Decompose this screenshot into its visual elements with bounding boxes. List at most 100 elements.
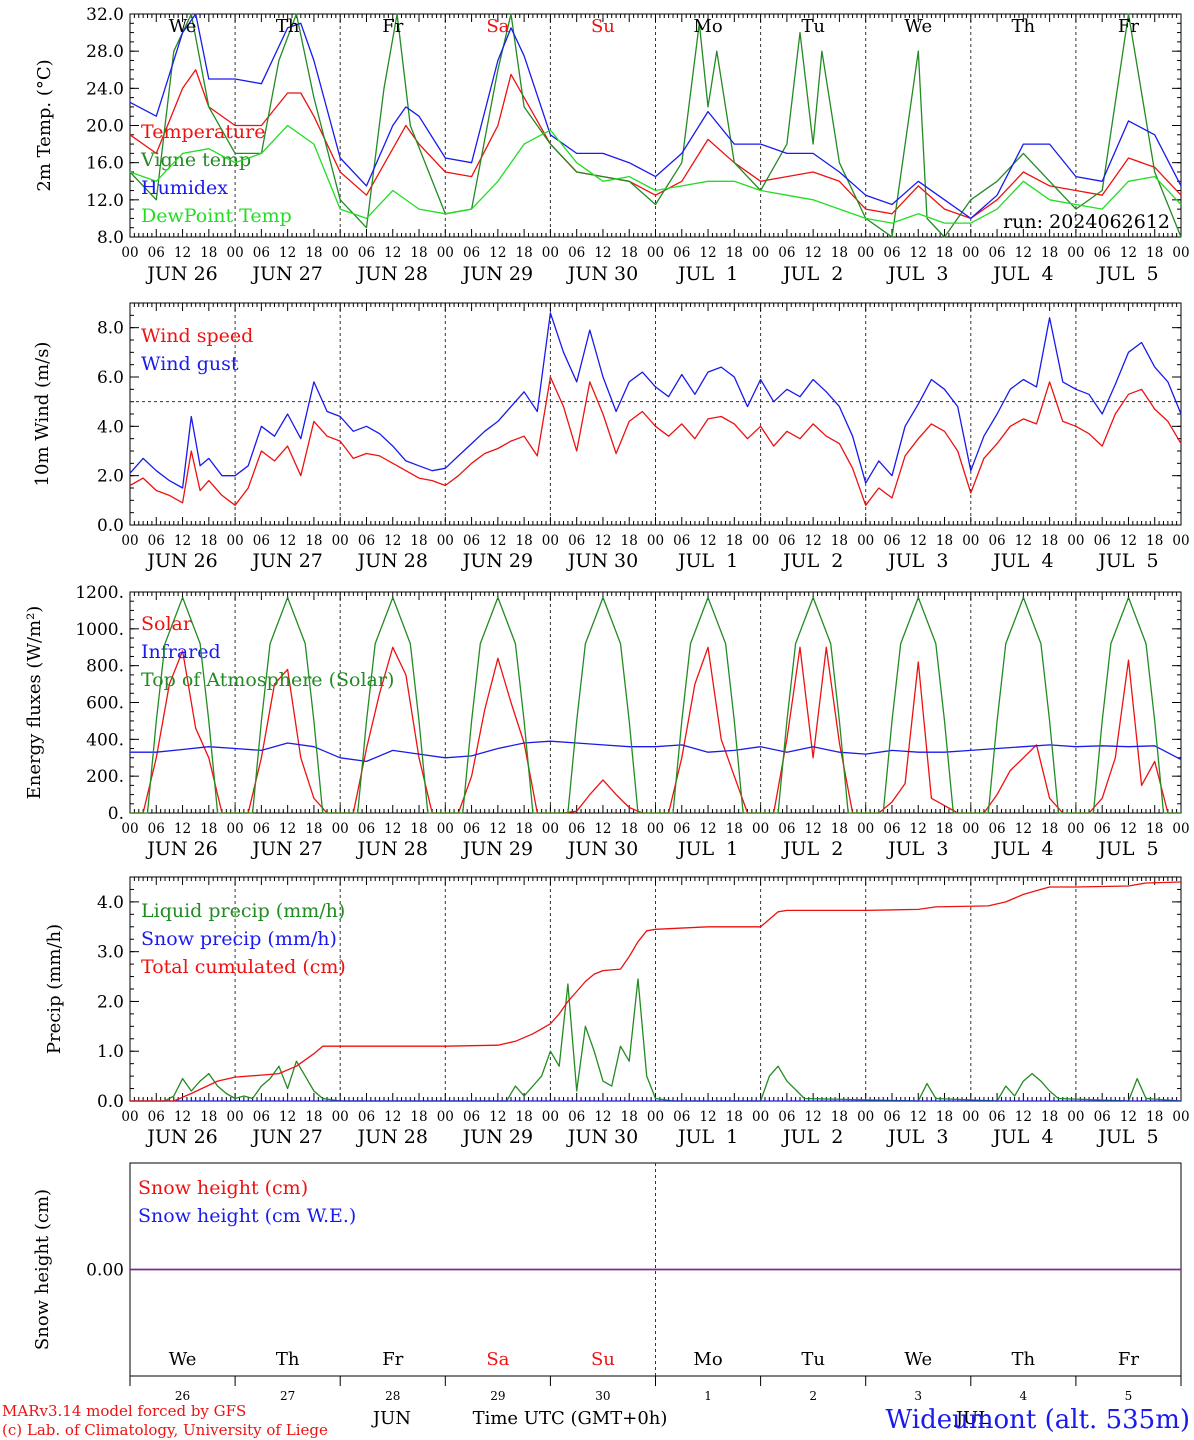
hour-tick-label: 00	[1172, 533, 1189, 549]
hour-tick-label: 18	[726, 821, 743, 837]
month-label-jul: JUL	[954, 1408, 990, 1429]
hour-tick-label: 12	[1120, 1109, 1137, 1125]
hour-tick-label: 12	[1015, 1109, 1032, 1125]
hour-tick-label: 06	[883, 1109, 900, 1125]
hour-tick-label: 06	[778, 245, 795, 261]
hour-tick-label: 00	[542, 533, 559, 549]
weekday-label-bottom: Th	[276, 1349, 300, 1370]
weekday-label: Fr	[382, 16, 403, 37]
hour-tick-label: 18	[200, 821, 217, 837]
hour-tick-label: 00	[542, 1109, 559, 1125]
series-line-humidex	[129, 13, 1182, 220]
hour-tick-label: 18	[1041, 533, 1058, 549]
date-label: JUN 29	[461, 263, 533, 285]
hour-tick-label: 00	[227, 821, 244, 837]
legend-item: Vigne temp	[140, 149, 251, 171]
series-line-wind-gust	[129, 312, 1182, 489]
weekday-label: We	[169, 16, 197, 37]
hour-tick-label: 00	[1172, 245, 1189, 261]
series-line-infrared	[130, 740, 1182, 763]
hour-tick-label: 12	[910, 245, 927, 261]
legend-item: Humidex	[141, 177, 228, 199]
y-tick-label: 8.0	[97, 319, 124, 339]
hour-tick-label: 18	[831, 1109, 848, 1125]
y-tick-label: 3.0	[97, 943, 124, 963]
y-axis-label: Snow height (cm)	[32, 1189, 53, 1350]
hour-tick-label: 00	[121, 533, 138, 549]
credit-line-1: MARv3.14 model forced by GFS	[2, 1402, 246, 1420]
date-label: JUN 27	[250, 838, 322, 860]
hour-tick-label: 18	[621, 533, 638, 549]
date-label: JUN 26	[145, 263, 217, 285]
hour-tick-label: 12	[384, 533, 401, 549]
hour-tick-label: 18	[936, 821, 953, 837]
hour-tick-label: 18	[516, 1109, 533, 1125]
hour-tick-label: 00	[752, 821, 769, 837]
hour-tick-label: 00	[1067, 245, 1084, 261]
legend-item: Infrared	[141, 641, 221, 663]
legend-item: Wind gust	[141, 353, 239, 375]
hour-tick-label: 12	[1015, 533, 1032, 549]
hour-tick-label: 00	[857, 1109, 874, 1125]
hour-tick-label: 06	[358, 1109, 375, 1125]
hour-tick-label: 06	[778, 1109, 795, 1125]
y-tick-label: 4.0	[97, 893, 124, 913]
run-label: run: 2024062612	[1003, 211, 1170, 233]
hour-tick-label: 06	[253, 1109, 270, 1125]
date-label: JUN 27	[250, 1126, 322, 1148]
hour-tick-label: 06	[778, 533, 795, 549]
y-tick-label: 0.	[108, 804, 124, 824]
hour-tick-label: 06	[988, 245, 1005, 261]
date-label: JUL 4	[991, 838, 1053, 860]
series-line-vigne-temp	[129, 13, 1182, 238]
hour-tick-label: 06	[463, 533, 480, 549]
date-label: JUN 28	[356, 550, 428, 572]
hour-tick-label: 12	[805, 1109, 822, 1125]
hour-tick-label: 18	[516, 245, 533, 261]
legend-item: DewPoint Temp	[141, 205, 292, 227]
y-tick-label: 8.0	[97, 228, 124, 248]
date-label: JUL 3	[886, 838, 948, 860]
date-label: JUN 28	[356, 1126, 428, 1148]
hour-tick-label: 06	[148, 245, 165, 261]
y-tick-label: 800.	[86, 657, 124, 677]
hour-tick-label: 18	[621, 821, 638, 837]
hour-tick-label: 00	[227, 533, 244, 549]
hour-tick-label: 06	[253, 533, 270, 549]
hour-tick-label: 18	[410, 245, 427, 261]
hour-tick-label: 06	[148, 533, 165, 549]
hour-tick-label: 18	[200, 533, 217, 549]
hour-tick-label: 12	[489, 245, 506, 261]
y-axis-label: 2m Temp. (°C)	[34, 59, 55, 191]
hour-tick-label: 00	[1067, 1109, 1084, 1125]
weekday-label: We	[904, 16, 932, 37]
date-label: JUL 3	[886, 1126, 948, 1148]
hour-tick-label: 06	[463, 245, 480, 261]
day-number-label: 28	[385, 1389, 400, 1403]
y-tick-label: 1.0	[97, 1042, 124, 1062]
day-number-label: 3	[914, 1389, 922, 1403]
hour-tick-label: 00	[857, 245, 874, 261]
hour-tick-label: 06	[253, 821, 270, 837]
hour-tick-label: 06	[463, 821, 480, 837]
panel-4: 0.0 1.0 2.0 3.0 4.0 Precip (mm/h) Liquid preci…	[44, 876, 1190, 1148]
hour-tick-label: 12	[384, 821, 401, 837]
hour-tick-label: 18	[305, 245, 322, 261]
hour-tick-label: 12	[279, 821, 296, 837]
y-tick-label: 200.	[86, 767, 124, 787]
weekday-label-bottom: Mo	[693, 1349, 722, 1370]
hour-tick-label: 18	[1041, 821, 1058, 837]
legend-item: Total cumulated (cm)	[141, 956, 346, 978]
hour-tick-label: 06	[1094, 1109, 1111, 1125]
weekday-label-bottom: Fr	[1118, 1349, 1139, 1370]
hour-tick-label: 18	[1041, 245, 1058, 261]
hour-tick-label: 00	[121, 1109, 138, 1125]
weekday-label: Th	[1012, 16, 1036, 37]
date-label: JUN 26	[145, 550, 217, 572]
hour-tick-label: 12	[279, 245, 296, 261]
series-line-liquid-precip-mm-h-	[130, 978, 1182, 1102]
day-number-label: 4	[1020, 1389, 1028, 1403]
panel-1: 8.0 12.0 16.0 20.0 24.0 28.0 32.0 2m Temp. (°C)…	[34, 5, 1190, 285]
hour-tick-label: 00	[437, 821, 454, 837]
time-axis-label: Time UTC (GMT+0h)	[473, 1408, 668, 1429]
